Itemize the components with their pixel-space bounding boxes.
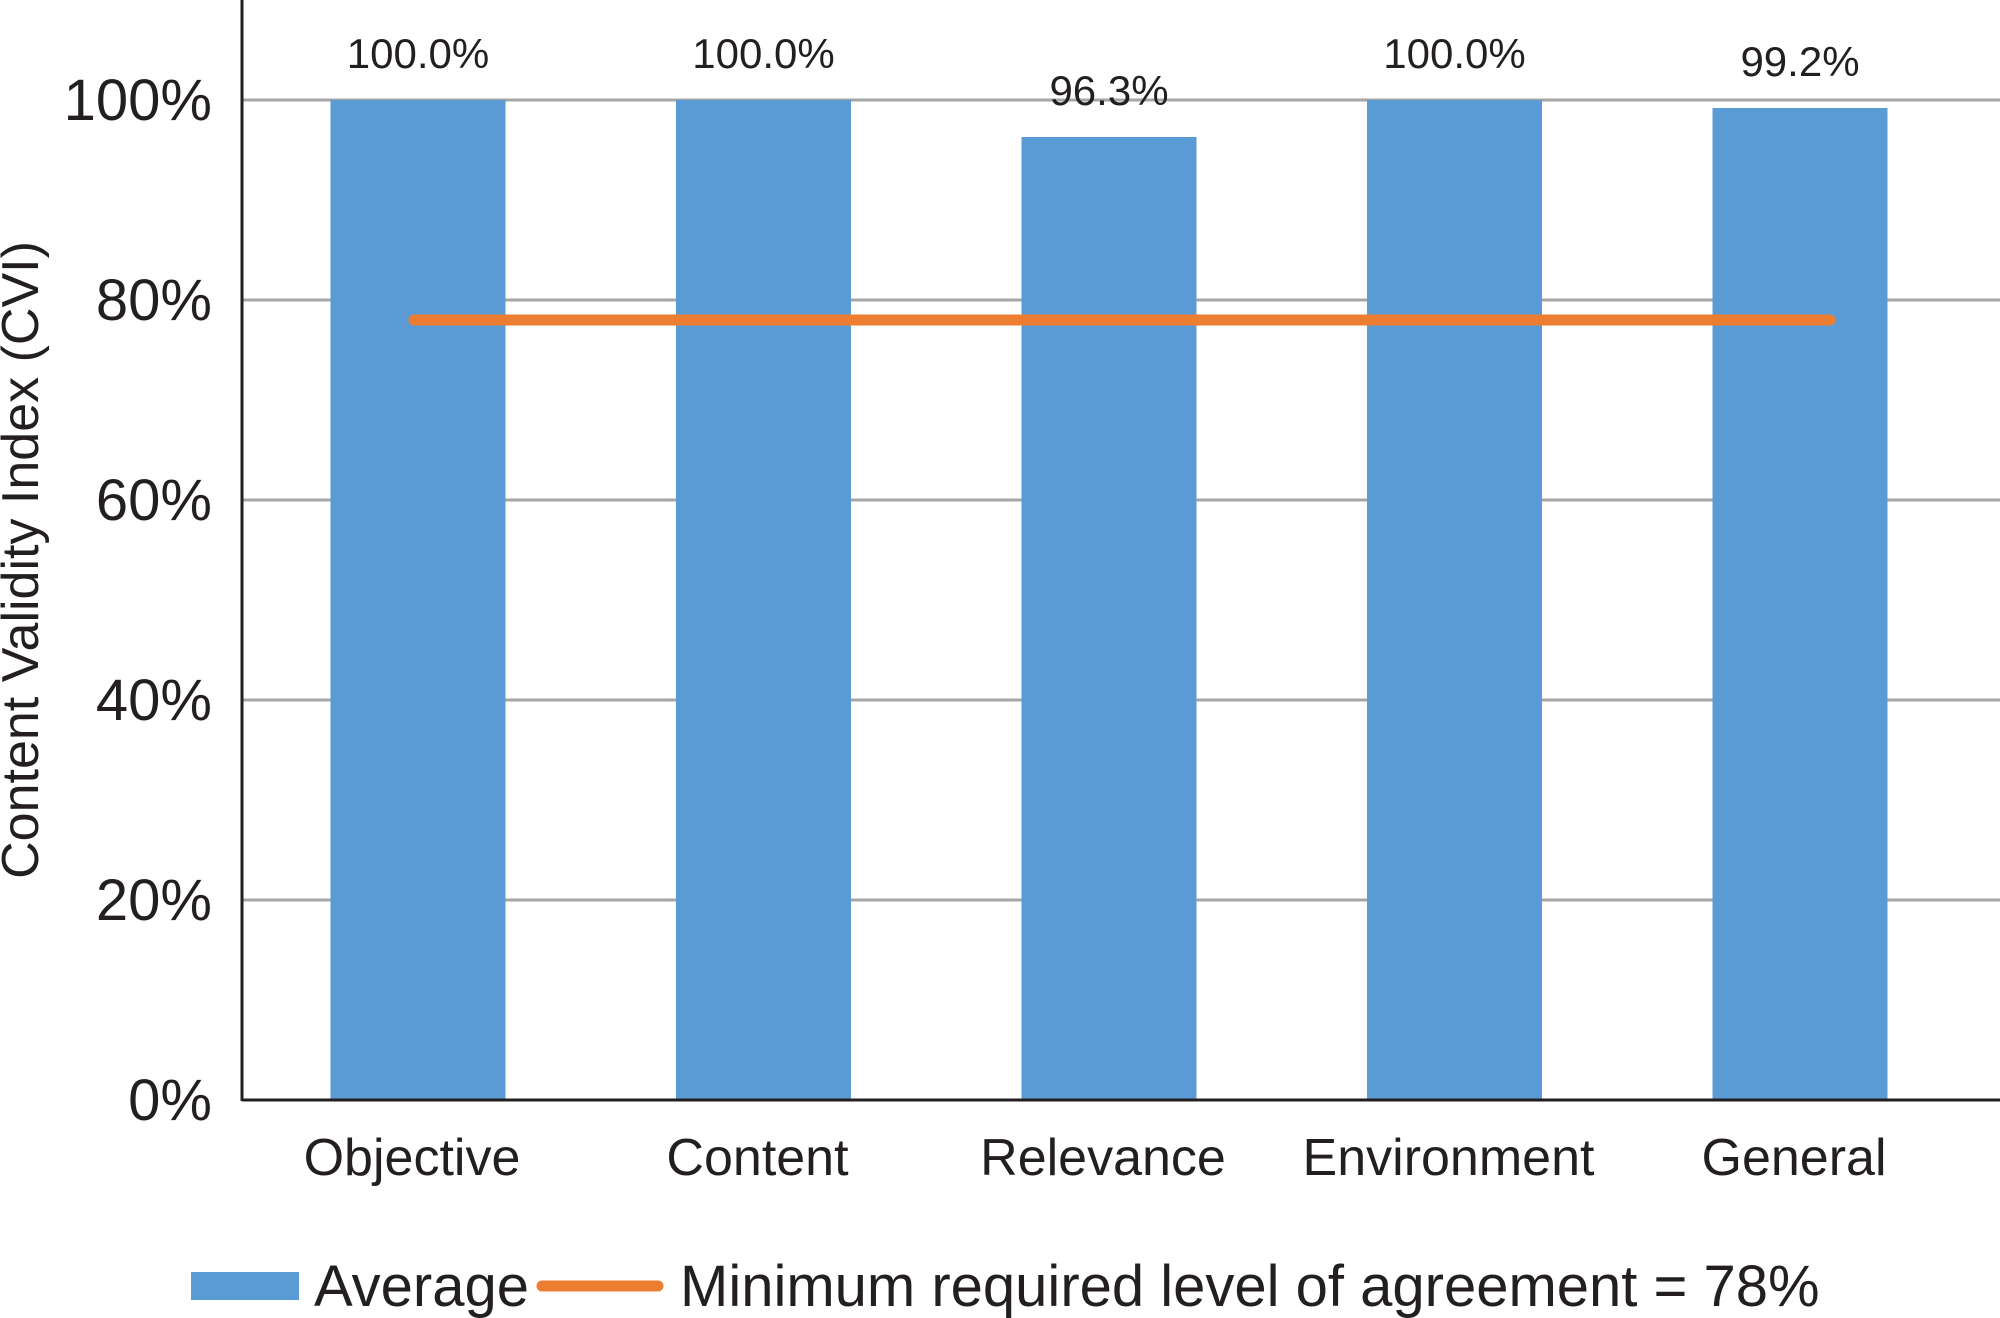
bar-environment (1367, 100, 1542, 1100)
legend: Average Minimum required level of agreem… (191, 1254, 1820, 1318)
legend-label-average: Average (314, 1254, 529, 1318)
bar-relevance (1021, 137, 1197, 1100)
data-label-general: 99.2% (1740, 38, 1859, 85)
y-axis-label: Content Validity Index (CVI) (0, 241, 50, 879)
y-tick-labels: 0% 20% 40% 60% 80% 100% (64, 68, 212, 1133)
data-label-content: 100.0% (692, 30, 834, 77)
data-labels: 100.0% 100.0% 96.3% 100.0% 99.2% (347, 30, 1860, 114)
legend-label-reference-line: Minimum required level of agreement = 78… (680, 1254, 1820, 1318)
data-label-environment: 100.0% (1383, 30, 1525, 77)
y-tick-label: 40% (96, 668, 212, 733)
axes (240, 0, 2000, 1102)
x-tick-label-content: Content (666, 1129, 849, 1187)
y-tick-label: 0% (128, 1068, 212, 1133)
x-tick-label-relevance: Relevance (980, 1129, 1226, 1187)
y-tick-label: 80% (96, 268, 212, 333)
y-tick-label: 60% (96, 468, 212, 533)
bars (330, 100, 1888, 1100)
x-category-labels: Objective Content Relevance Environment Gene… (304, 1129, 1887, 1187)
x-tick-label-general: General (1702, 1129, 1887, 1187)
y-tick-label: 20% (96, 868, 212, 933)
bar-objective (330, 100, 506, 1100)
x-tick-label-objective: Objective (304, 1129, 521, 1187)
legend-swatch-average (191, 1272, 299, 1300)
bar-general (1712, 108, 1888, 1100)
data-label-objective: 100.0% (347, 30, 489, 77)
y-tick-label: 100% (64, 68, 212, 133)
bar-content (676, 100, 851, 1100)
data-label-relevance: 96.3% (1049, 67, 1168, 114)
x-tick-label-environment: Environment (1303, 1129, 1595, 1187)
